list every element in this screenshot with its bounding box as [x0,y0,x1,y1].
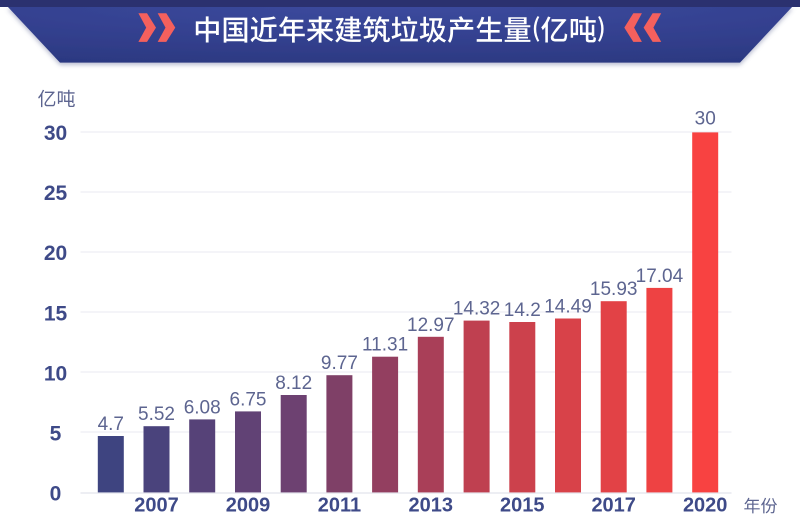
svg-text:5: 5 [50,423,62,446]
svg-text:2011: 2011 [318,495,361,517]
svg-text:2007: 2007 [134,495,179,517]
svg-text:10: 10 [44,362,67,385]
svg-text:14.2: 14.2 [504,300,541,321]
svg-text:2020: 2020 [683,495,728,517]
svg-text:30: 30 [44,122,67,145]
svg-text:4.7: 4.7 [98,414,124,435]
svg-text:6.08: 6.08 [184,397,221,418]
svg-text:30: 30 [695,108,716,129]
svg-text:2017: 2017 [591,495,636,517]
svg-text:15.93: 15.93 [590,279,638,300]
svg-text:11.31: 11.31 [362,335,408,356]
svg-text:14.32: 14.32 [453,299,501,320]
svg-text:2013: 2013 [409,495,454,517]
svg-text:17.04: 17.04 [636,266,684,287]
svg-text:25: 25 [44,182,68,205]
svg-text:9.77: 9.77 [321,353,358,374]
svg-text:6.75: 6.75 [230,389,267,410]
svg-text:12.97: 12.97 [407,315,455,336]
svg-text:2009: 2009 [226,495,271,517]
svg-text:14.49: 14.49 [544,297,592,318]
svg-text:5.52: 5.52 [138,404,175,425]
svg-text:0: 0 [50,483,62,506]
svg-text:8.12: 8.12 [275,373,312,394]
svg-text:2015: 2015 [500,495,545,517]
svg-text:15: 15 [44,302,68,325]
svg-text:20: 20 [44,242,67,265]
